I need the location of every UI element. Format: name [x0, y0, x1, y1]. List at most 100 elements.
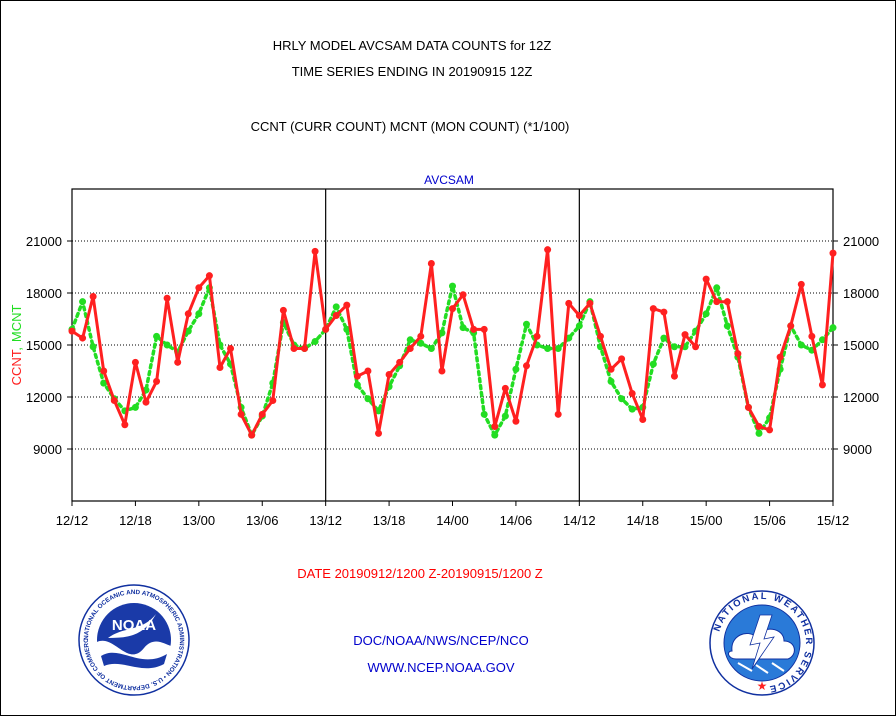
x-tick-label: 14/00 [436, 513, 469, 528]
point-ccnt [649, 305, 657, 313]
point-ccnt [734, 350, 742, 358]
point-mcnt [375, 407, 383, 415]
point-ccnt [100, 367, 108, 375]
y-tick-label-right: 18000 [843, 286, 879, 301]
chart-title: AVCSAM [424, 173, 474, 187]
point-ccnt [353, 372, 361, 380]
point-mcnt [512, 365, 520, 373]
point-mcnt [427, 344, 435, 352]
header-line-3: CCNT (CURR COUNT) MCNT (MON COUNT) (*1/1… [250, 119, 570, 134]
point-ccnt [68, 327, 76, 335]
point-mcnt [131, 403, 139, 411]
y-tick-label-right: 15000 [843, 338, 879, 353]
point-mcnt [649, 360, 657, 368]
header-line-1: HRLY MODEL AVCSAM DATA COUNTS for 12Z [272, 38, 552, 53]
point-ccnt [301, 344, 309, 352]
point-ccnt [723, 298, 731, 306]
point-mcnt [522, 320, 530, 328]
point-ccnt [131, 358, 139, 366]
x-tick-label: 15/12 [817, 513, 850, 528]
point-ccnt [533, 332, 541, 340]
point-mcnt [100, 379, 108, 387]
point-mcnt [723, 322, 731, 330]
nws-logo: NATIONAL WEATHER SERVICE ★ [709, 590, 815, 696]
point-ccnt [163, 294, 171, 302]
x-tick-label: 13/18 [373, 513, 406, 528]
point-ccnt [364, 367, 372, 375]
y-tick-label-right: 12000 [843, 390, 879, 405]
x-tick-label: 13/06 [246, 513, 279, 528]
x-tick-label: 12/18 [119, 513, 152, 528]
y-tick-label-right: 9000 [843, 442, 872, 457]
point-ccnt [184, 310, 192, 318]
point-ccnt [396, 358, 404, 366]
point-ccnt [89, 292, 97, 300]
point-mcnt [628, 405, 636, 413]
grid-layer [72, 240, 833, 450]
point-ccnt [808, 332, 816, 340]
point-ccnt [480, 325, 488, 333]
point-mcnt [406, 336, 414, 344]
point-mcnt [670, 343, 678, 351]
point-mcnt [554, 344, 562, 352]
point-ccnt [459, 291, 467, 299]
y-axis-label: CCNT, MCNT [9, 305, 24, 386]
point-ccnt [385, 370, 393, 378]
point-ccnt [797, 280, 805, 288]
x-tick-label: 14/18 [626, 513, 659, 528]
point-ccnt [713, 298, 721, 306]
point-ccnt [586, 299, 594, 307]
point-ccnt [406, 344, 414, 352]
point-ccnt [332, 312, 340, 320]
axis-ticks: 9000 9000 12000 12000 15000 15000 18000 18000 21… [26, 234, 879, 528]
point-mcnt [79, 298, 87, 306]
header-line-2: TIME SERIES ENDING IN 20190915 12Z [291, 64, 533, 79]
point-ccnt [766, 426, 774, 434]
point-ccnt [702, 275, 710, 283]
point-ccnt [660, 308, 668, 316]
point-ccnt [829, 249, 837, 257]
point-ccnt [237, 410, 245, 418]
point-ccnt [311, 247, 319, 255]
point-mcnt [480, 410, 488, 418]
point-mcnt [607, 377, 615, 385]
url-link[interactable]: WWW.NCEP.NOAA.GOV [367, 660, 515, 675]
x-tick-label: 15/00 [690, 513, 723, 528]
point-ccnt [470, 325, 478, 333]
point-ccnt [575, 312, 583, 320]
panel-dividers [325, 189, 580, 501]
point-ccnt [607, 365, 615, 373]
point-mcnt [343, 325, 351, 333]
point-mcnt [438, 329, 446, 337]
y-tick-label-left: 21000 [26, 234, 62, 249]
x-tick-label: 14/06 [500, 513, 533, 528]
point-ccnt [195, 284, 203, 292]
point-mcnt [163, 341, 171, 349]
point-ccnt [449, 305, 456, 313]
point-mcnt [797, 341, 805, 349]
point-ccnt [375, 429, 383, 437]
point-mcnt [353, 381, 361, 389]
x-tick-label: 13/00 [183, 513, 216, 528]
point-ccnt [818, 381, 826, 389]
x-tick-label: 14/12 [563, 513, 596, 528]
noaa-logo-text: NOAA [112, 617, 156, 634]
point-mcnt [153, 332, 161, 340]
point-ccnt [205, 272, 213, 280]
point-ccnt [79, 334, 87, 342]
point-ccnt [491, 422, 499, 430]
point-ccnt [618, 355, 626, 363]
point-ccnt [427, 260, 435, 268]
point-mcnt [660, 334, 668, 342]
point-ccnt [501, 384, 509, 392]
point-ccnt [544, 246, 552, 254]
org-text: DOC/NOAA/NWS/NCEP/NCO [353, 633, 529, 648]
point-ccnt [596, 332, 604, 340]
y-label-comma: , [9, 347, 24, 351]
point-ccnt [279, 306, 287, 314]
nws-star-icon: ★ [757, 679, 768, 693]
x-tick-label: 15/06 [753, 513, 786, 528]
point-ccnt [628, 390, 636, 398]
series-layer [68, 246, 837, 439]
y-tick-label-left: 9000 [33, 442, 62, 457]
